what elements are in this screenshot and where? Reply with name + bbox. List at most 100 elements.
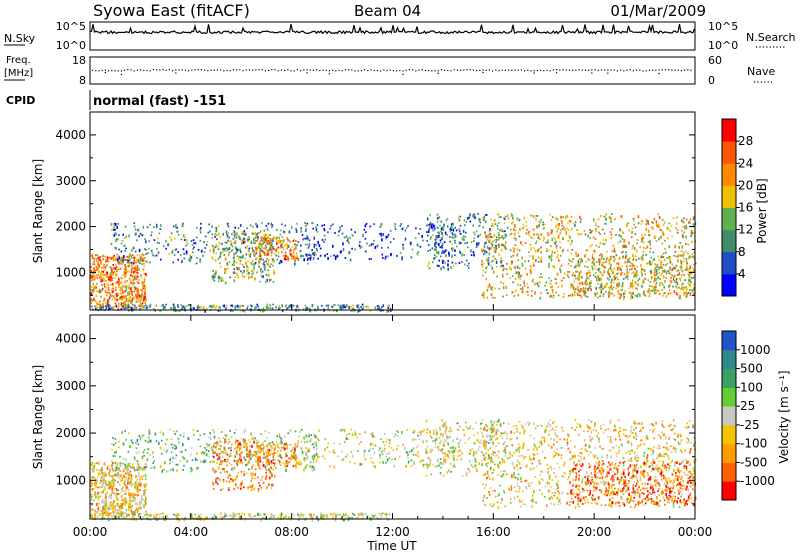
scatter-cell <box>148 240 151 243</box>
scatter-cell <box>141 478 144 481</box>
scatter-cell <box>271 245 274 249</box>
scatter-cell <box>160 258 162 261</box>
scatter-cell <box>143 504 146 507</box>
scatter-cell <box>309 309 311 312</box>
scatter-cell <box>621 230 624 233</box>
scatter-cell <box>607 273 610 276</box>
scatter-cell <box>152 455 155 459</box>
scatter-cell <box>675 285 677 288</box>
nave-dot <box>175 69 177 71</box>
scatter-cell <box>440 220 443 223</box>
scatter-cell <box>531 279 534 281</box>
scatter-cell <box>243 513 246 516</box>
scatter-cell <box>91 275 93 278</box>
scatter-cell <box>118 284 120 288</box>
scatter-cell <box>189 254 192 257</box>
scatter-cell <box>132 442 134 444</box>
scatter-cell <box>654 274 656 277</box>
scatter-cell <box>94 269 96 272</box>
scatter-cell <box>190 256 193 259</box>
scatter-cell <box>490 264 492 267</box>
scatter-cell <box>153 239 156 241</box>
scatter-cell <box>271 258 274 261</box>
noise-left-tick-top: 10^5 <box>56 20 86 33</box>
scatter-cell <box>372 243 374 245</box>
scatter-cell <box>534 291 536 295</box>
scatter-cell <box>679 241 681 244</box>
scatter-cell <box>652 222 654 224</box>
scatter-cell <box>484 214 487 217</box>
nave-dot <box>245 69 247 71</box>
scatter-cell <box>314 251 316 255</box>
scatter-cell <box>115 233 117 236</box>
scatter-cell <box>438 243 440 246</box>
scatter-cell <box>111 295 113 297</box>
nave-dot <box>431 70 433 72</box>
scatter-cell <box>658 216 661 219</box>
scatter-cell <box>569 294 572 297</box>
scatter-cell <box>133 512 136 515</box>
scatter-cell <box>495 236 498 239</box>
scatter-cell <box>387 233 390 236</box>
scatter-cell <box>325 514 328 518</box>
scatter-cell <box>224 247 227 250</box>
scatter-cell <box>107 486 110 489</box>
scatter-cell <box>100 469 103 472</box>
scatter-cell <box>110 257 113 259</box>
scatter-cell <box>427 265 429 267</box>
scatter-cell <box>504 241 507 245</box>
scatter-cell <box>103 298 106 301</box>
scatter-cell <box>537 233 540 236</box>
scatter-cell <box>584 290 587 294</box>
power-colorbar-label: Power [dB] <box>755 178 769 243</box>
scatter-cell <box>192 251 194 254</box>
scatter-cell <box>292 446 294 449</box>
scatter-cell <box>120 297 123 300</box>
scatter-cell <box>141 469 144 472</box>
scatter-cell <box>669 272 671 275</box>
scatter-cell <box>183 432 185 435</box>
scatter-cell <box>146 226 149 229</box>
scatter-cell <box>628 229 631 232</box>
scatter-cell <box>139 483 141 487</box>
scatter-cell <box>432 229 435 232</box>
scatter-cell <box>596 291 599 295</box>
scatter-cell <box>365 231 367 234</box>
scatter-cell <box>673 280 676 283</box>
nave-dot <box>492 70 494 72</box>
scatter-cell <box>151 252 154 255</box>
scatter-cell <box>285 469 287 473</box>
scatter-cell <box>278 433 280 436</box>
scatter-cell <box>129 465 132 468</box>
scatter-cell <box>262 251 265 254</box>
scatter-cell <box>592 236 595 239</box>
nave-dot <box>524 70 526 72</box>
scatter-cell <box>109 480 112 483</box>
scatter-cell <box>589 259 591 262</box>
scatter-cell <box>170 438 173 441</box>
scatter-cell <box>534 249 537 253</box>
scatter-cell <box>551 290 554 294</box>
scatter-cell <box>112 503 114 506</box>
scatter-cell <box>648 285 651 287</box>
scatter-cell <box>183 457 186 460</box>
scatter-cell <box>93 468 96 471</box>
scatter-cell <box>117 304 120 307</box>
scatter-cell <box>292 251 295 254</box>
scatter-cell <box>167 243 169 247</box>
scatter-cell <box>276 258 279 261</box>
scatter-cell <box>668 256 670 259</box>
scatter-cell <box>98 306 101 310</box>
scatter-cell <box>213 446 216 449</box>
scatter-cell <box>599 271 602 273</box>
scatter-cell <box>119 483 121 486</box>
scatter-cell <box>628 241 630 245</box>
scatter-cell <box>230 455 232 458</box>
nave-dot <box>210 69 212 71</box>
scatter-cell <box>250 276 252 278</box>
scatter-cell <box>125 285 127 288</box>
scatter-cell <box>110 279 112 282</box>
scatter-cell <box>212 304 215 307</box>
scatter-cell <box>260 433 262 435</box>
nave-dot <box>92 69 94 71</box>
